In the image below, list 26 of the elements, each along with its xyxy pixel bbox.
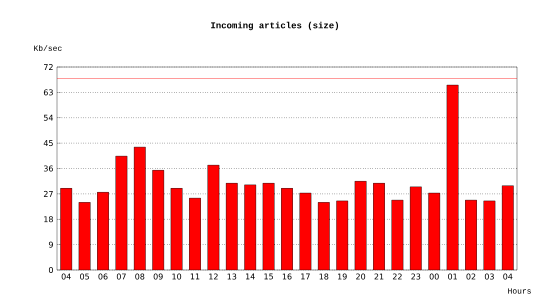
bar [465,200,477,270]
bar [152,170,164,270]
bar [97,192,109,270]
bar [373,182,385,270]
bar [134,146,146,270]
bar [318,202,330,270]
bar [336,200,348,270]
bar [354,180,367,270]
bar [208,164,220,270]
bar [244,184,256,270]
bar [484,200,496,270]
bar [392,200,404,270]
bar [446,84,459,270]
bar [410,186,422,270]
bar [300,192,312,270]
bar [60,188,72,270]
bar [262,182,275,270]
bar [226,182,238,270]
bar [281,188,293,270]
chart-title: Incoming articles (size) [211,22,338,30]
bar [502,186,514,270]
bar [116,156,128,270]
bar [78,202,91,270]
bar [170,188,183,270]
bar [189,198,201,270]
bar [428,192,440,270]
